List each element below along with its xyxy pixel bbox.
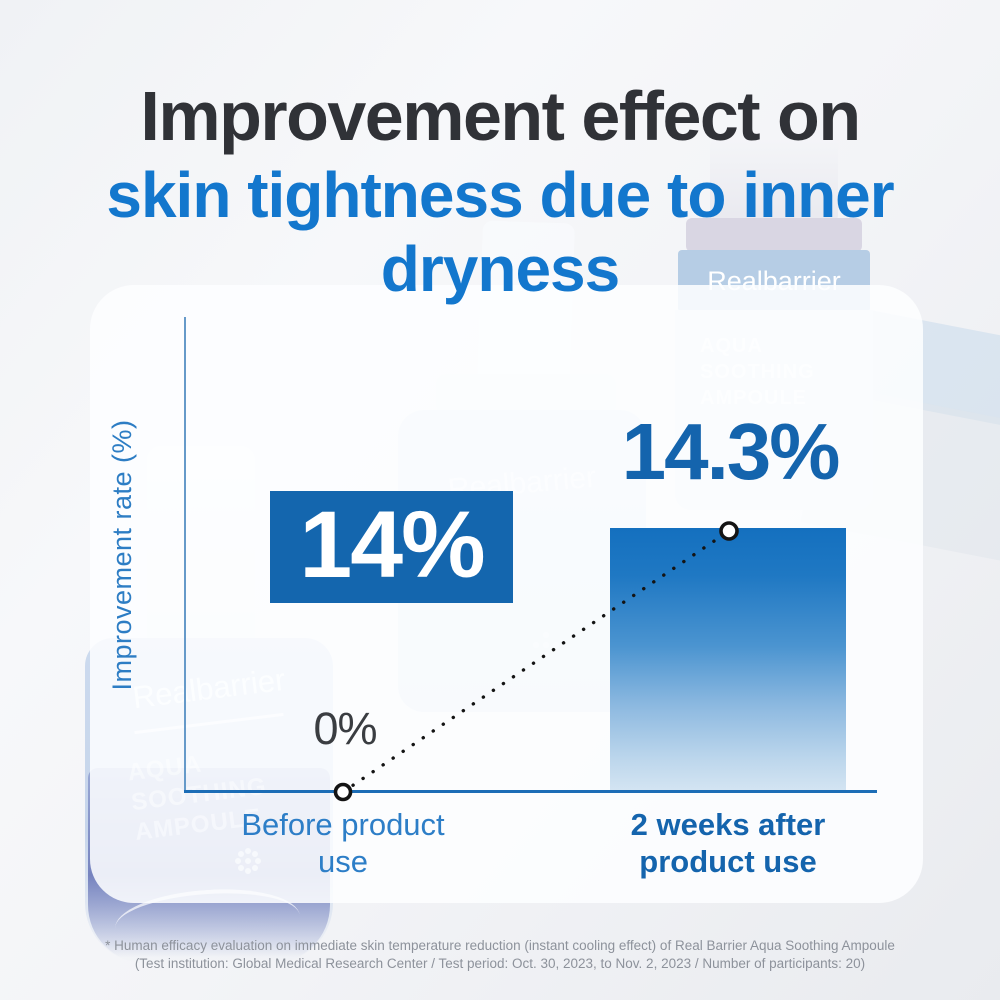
footnote-line1: * Human efficacy evaluation on immediate… [105,938,895,953]
page-title-line1: Improvement effect on [140,77,861,155]
bottle-cap [710,138,838,223]
footnote-line2: (Test institution: Global Medical Resear… [134,955,866,971]
bottle-cap-ring [686,218,862,252]
page-title-line2: skin tightness due to inner dryness [106,159,894,305]
footnote: * Human efficacy evaluation on immediate… [0,937,1000,972]
chart-card [90,285,923,903]
